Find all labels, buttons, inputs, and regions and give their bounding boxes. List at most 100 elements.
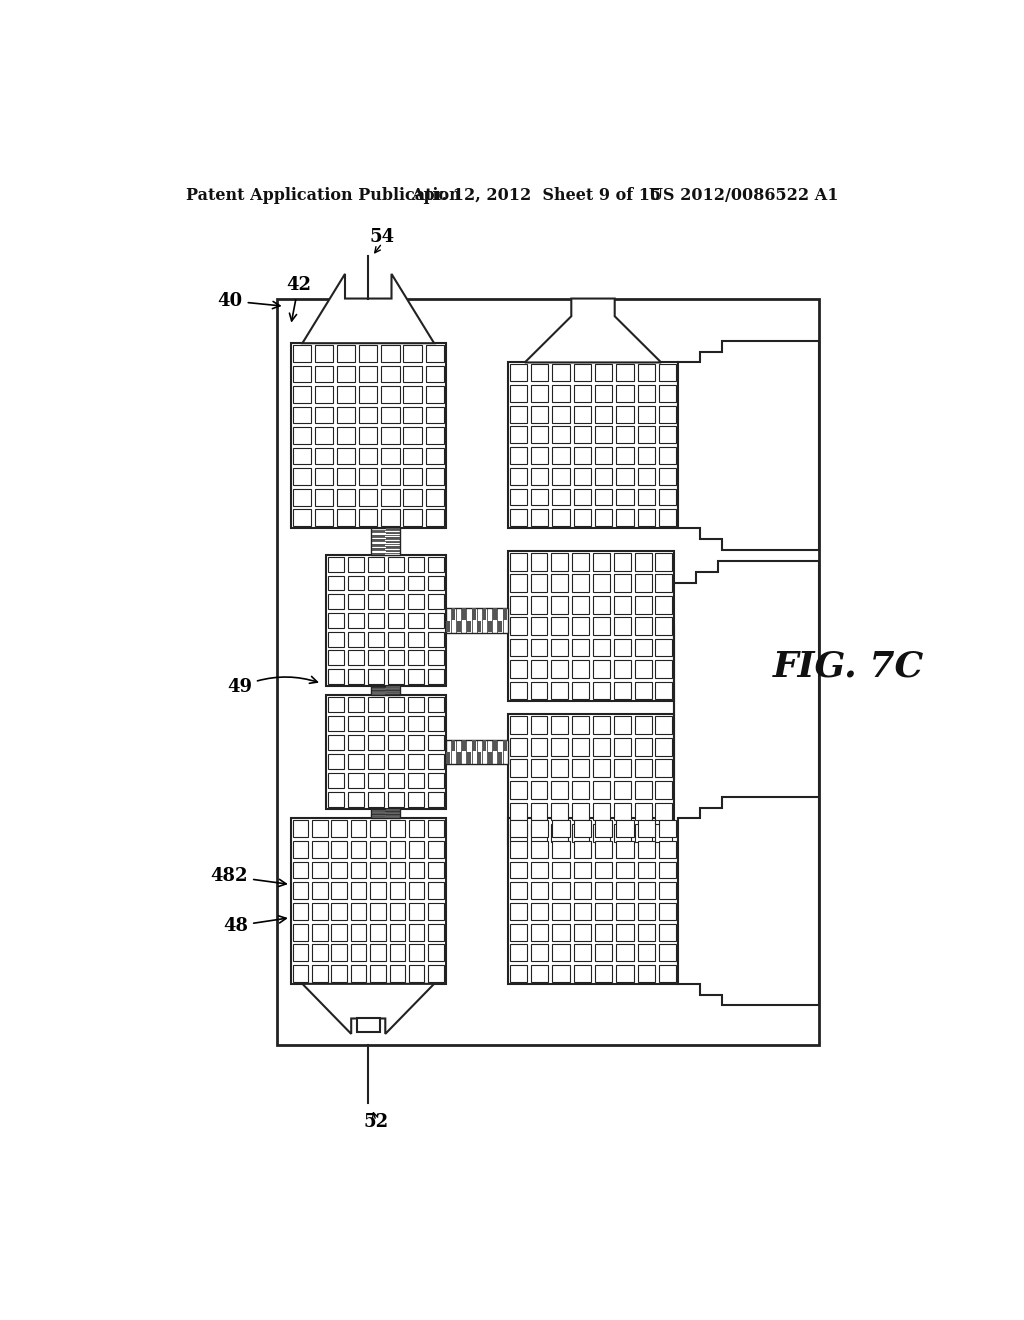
Bar — [347, 594, 364, 609]
Bar — [347, 576, 364, 590]
Bar — [530, 681, 548, 700]
Bar — [368, 612, 384, 628]
Bar — [613, 553, 631, 570]
Bar — [347, 754, 364, 770]
Bar — [487, 752, 492, 763]
Bar — [510, 965, 527, 982]
Bar — [508, 714, 675, 843]
Bar — [293, 903, 308, 920]
Bar — [347, 792, 364, 807]
Bar — [386, 550, 400, 553]
Bar — [510, 364, 527, 381]
Bar — [573, 447, 591, 465]
Bar — [457, 620, 461, 632]
Bar — [658, 820, 676, 837]
Bar — [408, 594, 424, 609]
Bar — [351, 882, 367, 899]
Polygon shape — [675, 561, 819, 843]
Bar — [371, 528, 400, 554]
Bar — [332, 820, 347, 837]
Bar — [503, 741, 507, 751]
Bar — [457, 752, 461, 763]
Bar — [359, 387, 378, 403]
Bar — [371, 924, 386, 941]
Bar — [616, 903, 634, 920]
Bar — [409, 903, 424, 920]
Bar — [635, 595, 651, 614]
Bar — [658, 924, 676, 941]
Bar — [347, 715, 364, 731]
Bar — [337, 488, 355, 506]
Bar — [359, 407, 378, 424]
Bar — [332, 965, 347, 982]
Bar — [314, 345, 333, 362]
Bar — [595, 903, 612, 920]
Bar — [638, 965, 655, 982]
Bar — [595, 965, 612, 982]
Bar — [638, 903, 655, 920]
Bar — [467, 752, 471, 763]
Bar — [573, 965, 591, 982]
Bar — [482, 609, 486, 619]
Bar — [371, 841, 386, 858]
Bar — [510, 488, 527, 506]
Bar — [337, 407, 355, 424]
Bar — [389, 944, 406, 961]
Bar — [347, 735, 364, 750]
Bar — [332, 841, 347, 858]
Bar — [593, 759, 610, 777]
Bar — [368, 735, 384, 750]
Bar — [371, 820, 386, 837]
Bar — [293, 510, 311, 527]
Bar — [428, 632, 443, 647]
Bar — [593, 574, 610, 593]
Bar — [655, 681, 673, 700]
Bar — [635, 824, 651, 842]
Bar — [635, 759, 651, 777]
Bar — [351, 944, 367, 961]
Bar — [409, 841, 424, 858]
Bar — [368, 632, 384, 647]
Bar — [616, 488, 634, 506]
Bar — [347, 632, 364, 647]
Bar — [359, 469, 378, 484]
Bar — [293, 841, 308, 858]
Bar — [446, 620, 451, 632]
Bar — [428, 715, 443, 731]
Bar — [616, 820, 634, 837]
Bar — [551, 803, 568, 820]
Bar — [658, 385, 676, 401]
Bar — [635, 618, 651, 635]
Bar — [616, 467, 634, 484]
Bar — [616, 405, 634, 422]
Bar — [426, 387, 443, 403]
Bar — [291, 818, 445, 983]
Bar — [613, 738, 631, 755]
Bar — [593, 738, 610, 755]
Bar — [595, 385, 612, 401]
Bar — [531, 965, 549, 982]
Bar — [510, 405, 527, 422]
Bar — [388, 754, 403, 770]
Bar — [386, 541, 400, 544]
Bar — [372, 553, 385, 554]
Bar — [552, 364, 569, 381]
Text: 42: 42 — [286, 276, 311, 321]
Bar — [613, 759, 631, 777]
Bar — [371, 944, 386, 961]
Bar — [381, 366, 399, 383]
Bar — [371, 882, 386, 899]
Bar — [359, 366, 378, 383]
Bar — [658, 510, 676, 527]
Bar — [635, 781, 651, 799]
Bar — [381, 407, 399, 424]
Bar — [426, 469, 443, 484]
Bar — [487, 620, 492, 632]
Bar — [409, 924, 424, 941]
Bar — [595, 924, 612, 941]
Polygon shape — [678, 341, 819, 549]
Bar — [552, 385, 569, 401]
Bar — [389, 965, 406, 982]
Bar — [389, 903, 406, 920]
Bar — [408, 576, 424, 590]
